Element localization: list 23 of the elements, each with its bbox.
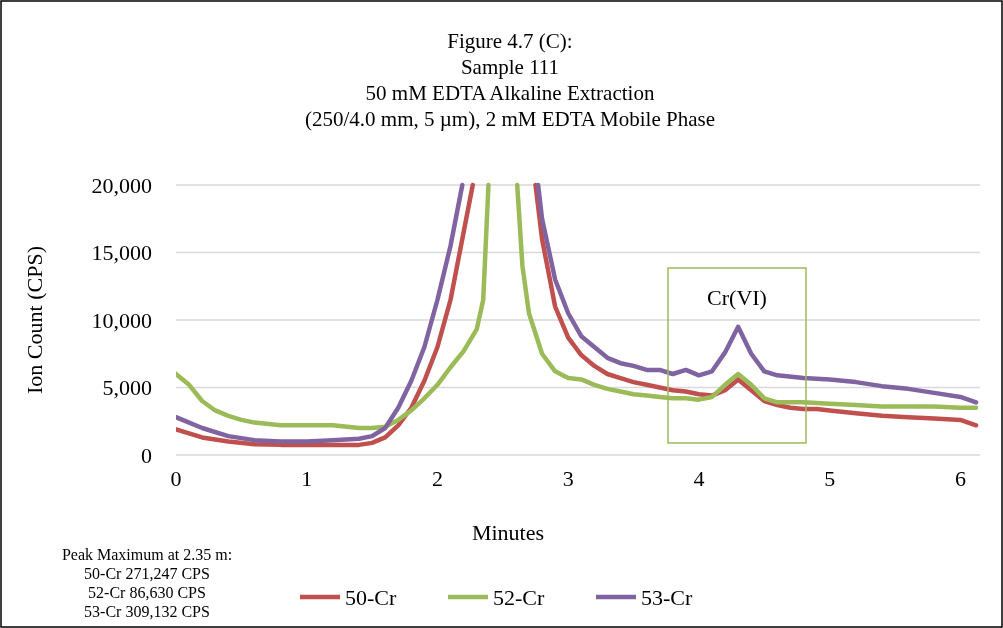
annotation: Cr(VI) <box>707 284 767 310</box>
x-tick-label: 4 <box>693 466 705 491</box>
text: 50-Cr 271,247 CPS <box>84 565 210 582</box>
y-tick-label: 0 <box>141 442 152 468</box>
text: Peak Maximum at 2.35 m: <box>61 546 233 563</box>
y-axis-title: Ion Count (CPS) <box>22 246 47 394</box>
x-tick-label: 0 <box>170 466 182 491</box>
y-tick-label: 15,000 <box>91 240 152 266</box>
legend-label: 50-Cr <box>345 584 397 610</box>
x-tick-label: 2 <box>431 466 443 491</box>
x-tick-label: 5 <box>824 466 836 491</box>
y-tick-label: 20,000 <box>91 172 152 198</box>
chart-title: Figure 4.7 (C): Sample 111 50 mM EDTA Alkaline Extraction (250/4.0 mm, 5 µm), 2 mM EDTA Mobile Phase <box>305 29 715 131</box>
legend-label: 53-Cr <box>641 584 693 610</box>
x-tick-label: 3 <box>562 466 574 491</box>
legend-label: 52-Cr <box>493 584 545 610</box>
x-tick-label: 6 <box>954 466 966 491</box>
y-tick-label: 5,000 <box>102 375 152 401</box>
text: 52-Cr 86,630 CPS <box>88 584 206 601</box>
y-tick-label: 10,000 <box>91 307 152 333</box>
x-axis-title: Minutes <box>471 520 545 545</box>
text: 53-Cr 309,132 CPS <box>84 603 210 620</box>
x-tick-label: 1 <box>301 466 313 491</box>
